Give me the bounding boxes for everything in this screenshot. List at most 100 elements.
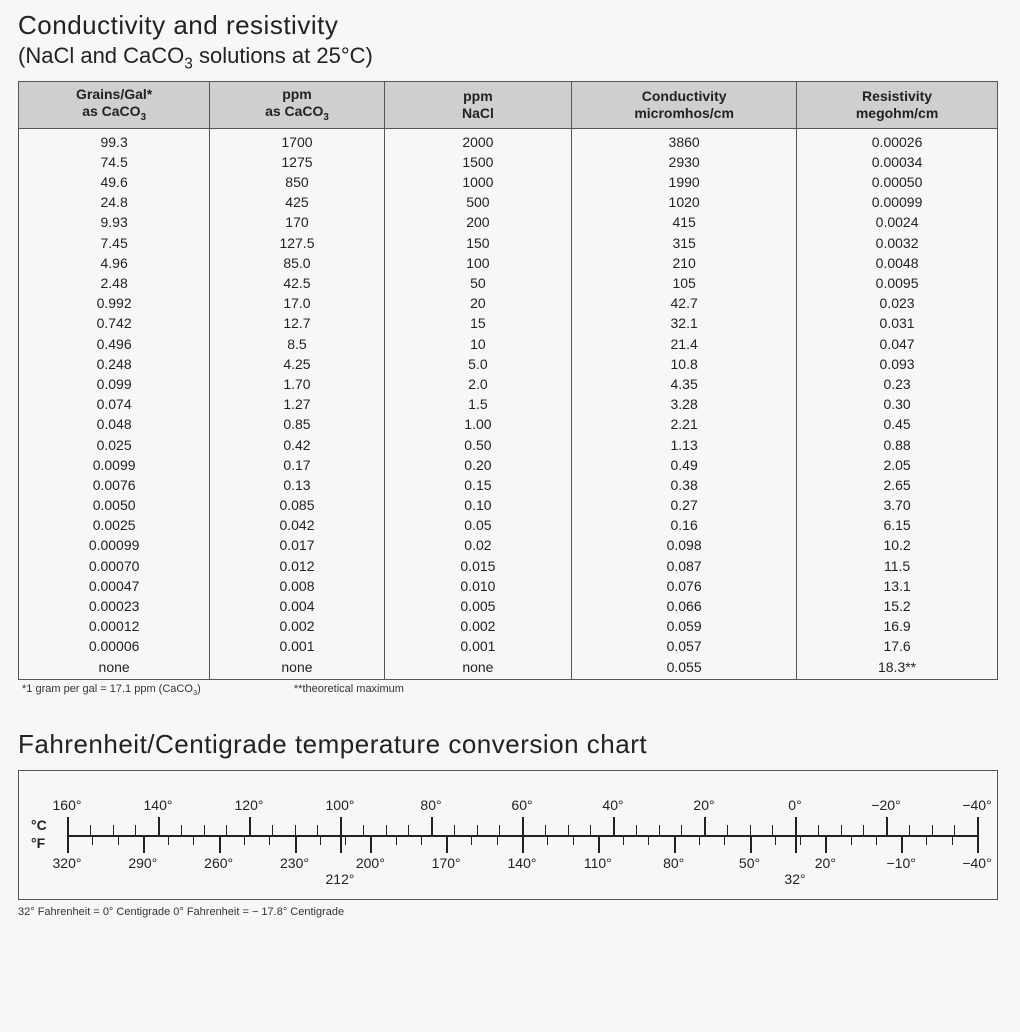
scale-tick	[818, 825, 819, 835]
table-row: 0.000470.0080.0100.07613.1	[19, 576, 998, 596]
table-cell: 0.042	[210, 515, 384, 535]
footnote-b: **theoretical maximum	[294, 683, 404, 695]
table-cell: 2.0	[384, 374, 571, 394]
table-cell: 0.00006	[19, 636, 210, 656]
table-cell: 0.496	[19, 334, 210, 354]
table-cell: 0.992	[19, 293, 210, 313]
table-cell: 18.3**	[797, 657, 998, 680]
scale-label: 230°	[280, 855, 309, 871]
table-cell: 0.015	[384, 556, 571, 576]
scale-tick	[590, 825, 591, 835]
table-cell: 2930	[572, 152, 797, 172]
scale-tick	[295, 835, 297, 853]
table-header: Grains/Gal*as CaCO3	[19, 82, 210, 128]
table-row: 49.6850100019900.00050	[19, 172, 998, 192]
scale-label: 60°	[511, 797, 532, 813]
scale-tick	[772, 825, 773, 835]
scale-tick	[249, 817, 251, 835]
table-cell: 7.45	[19, 233, 210, 253]
scale-tick	[795, 835, 797, 853]
table-cell: 0.012	[210, 556, 384, 576]
scale-tick	[573, 835, 574, 845]
scale-label: 20°	[815, 855, 836, 871]
table-cell: 0.50	[384, 435, 571, 455]
table-cell: 17.0	[210, 293, 384, 313]
table-row: 74.51275150029300.00034	[19, 152, 998, 172]
scale-tick	[363, 825, 364, 835]
scale-tick	[113, 825, 114, 835]
scale-tick	[659, 825, 660, 835]
scale-tick	[219, 835, 221, 853]
table-row: 0.000990.0170.020.09810.2	[19, 535, 998, 555]
scale-tick	[886, 817, 888, 835]
table-row: nonenonenone0.05518.3**	[19, 657, 998, 680]
table-cell: 0.008	[210, 576, 384, 596]
table-cell: 0.16	[572, 515, 797, 535]
table-cell: 2.48	[19, 273, 210, 293]
scale-tick	[135, 825, 136, 835]
table-cell: 0.0025	[19, 515, 210, 535]
scale-tick	[750, 835, 752, 853]
scale-tick	[497, 835, 498, 845]
scale-tick	[446, 835, 448, 853]
scale-tick	[977, 817, 979, 835]
scale-tick	[727, 825, 728, 835]
table-cell: 0.0076	[19, 475, 210, 495]
scale-label: −20°	[871, 797, 900, 813]
table-row: 0.00990.170.200.492.05	[19, 455, 998, 475]
scale-tick	[522, 817, 524, 835]
table-cell: 42.7	[572, 293, 797, 313]
table-row: 24.842550010200.00099	[19, 192, 998, 212]
scale-tick	[454, 825, 455, 835]
scale-tick	[386, 825, 387, 835]
scale-label: 170°	[432, 855, 461, 871]
table-cell: 0.023	[797, 293, 998, 313]
table-cell: 6.15	[797, 515, 998, 535]
scale-tick	[545, 825, 546, 835]
table-row: 0.99217.02042.70.023	[19, 293, 998, 313]
table-cell: 10.2	[797, 535, 998, 555]
table-cell: 0.047	[797, 334, 998, 354]
table-cell: 9.93	[19, 212, 210, 232]
table-cell: 1275	[210, 152, 384, 172]
table-cell: 0.05	[384, 515, 571, 535]
scale-label: 40°	[602, 797, 623, 813]
scale-tick	[181, 825, 182, 835]
table-cell: 74.5	[19, 152, 210, 172]
table-cell: 1000	[384, 172, 571, 192]
table-row: 4.9685.01002100.0048	[19, 253, 998, 273]
table-cell: 500	[384, 192, 571, 212]
table-row: 99.31700200038600.00026	[19, 128, 998, 152]
thermometer-scale: 160°140°120°100°80°60°40°20°0°−20°−40°32…	[67, 785, 977, 889]
table-cell: 0.85	[210, 414, 384, 434]
table-cell: 0.49	[572, 455, 797, 475]
axis-label-fahrenheit: °F	[31, 835, 45, 851]
scale-tick	[370, 835, 372, 853]
table-cell: 20	[384, 293, 571, 313]
table-cell: 415	[572, 212, 797, 232]
table-cell: 105	[572, 273, 797, 293]
scale-tick	[204, 825, 205, 835]
table-cell: 8.5	[210, 334, 384, 354]
table-cell: 0.087	[572, 556, 797, 576]
table-footnotes: *1 gram per gal = 17.1 ppm (CaCO3) **the…	[18, 683, 1002, 697]
scale-tick	[800, 835, 801, 845]
scale-tick	[522, 835, 524, 853]
scale-label: −10°	[886, 855, 915, 871]
section1-subtitle: (NaCl and CaCO3 solutions at 25°C)	[18, 43, 1002, 73]
table-cell: 4.35	[572, 374, 797, 394]
scale-tick	[547, 835, 548, 845]
scale-tick	[92, 835, 93, 845]
scale-label: −40°	[962, 797, 991, 813]
table-cell: 0.0095	[797, 273, 998, 293]
table-cell: 0.055	[572, 657, 797, 680]
table-cell: 15	[384, 313, 571, 333]
scale-tick	[421, 835, 422, 845]
table-cell: 0.048	[19, 414, 210, 434]
table-cell: 0.23	[797, 374, 998, 394]
scale-tick	[724, 835, 725, 845]
scale-label: 80°	[420, 797, 441, 813]
table-cell: 127.5	[210, 233, 384, 253]
table-row: 2.4842.5501050.0095	[19, 273, 998, 293]
scale-tick	[952, 835, 953, 845]
